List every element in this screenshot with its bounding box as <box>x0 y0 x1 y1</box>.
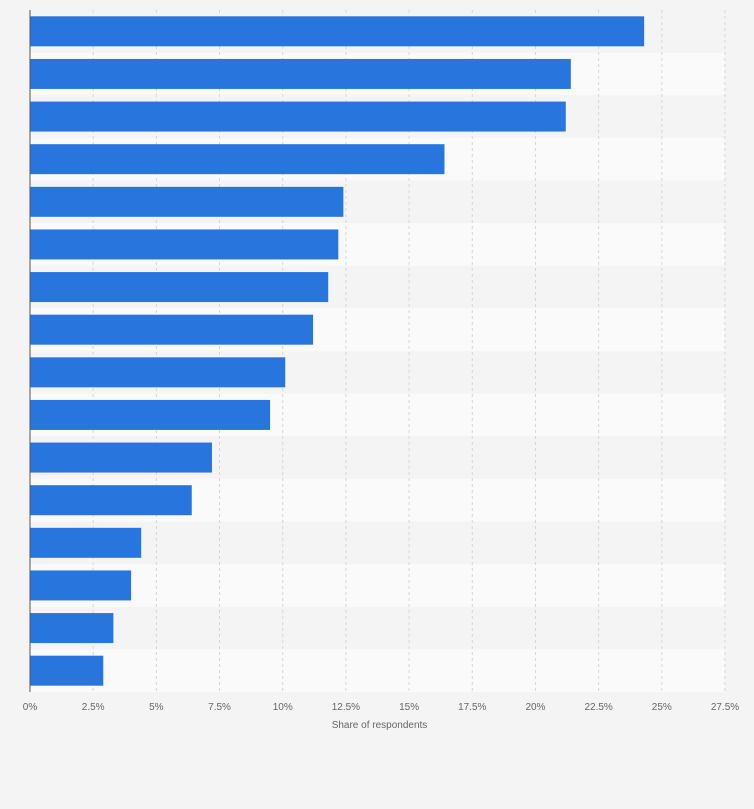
row-band <box>30 564 725 607</box>
x-tick-label: 17.5% <box>458 702 486 713</box>
x-tick-label: 5% <box>149 702 164 713</box>
bar[interactable] <box>30 16 645 47</box>
bar[interactable] <box>30 101 566 132</box>
bar[interactable] <box>30 186 344 217</box>
x-tick-label: 15% <box>399 702 419 713</box>
bar[interactable] <box>30 357 286 388</box>
row-band <box>30 521 725 565</box>
bar[interactable] <box>30 485 192 516</box>
x-tick-label: 0% <box>23 702 38 713</box>
x-tick-label: 25% <box>652 702 672 713</box>
bar[interactable] <box>30 314 314 345</box>
x-axis-title: Share of respondents <box>332 720 428 731</box>
bar[interactable] <box>30 570 132 601</box>
x-tick-label: 12.5% <box>332 702 360 713</box>
x-tick-label: 20% <box>525 702 545 713</box>
bars <box>30 16 645 686</box>
row-band <box>30 649 725 692</box>
row-band <box>30 606 725 650</box>
x-axis-ticks: 0% 2.5% 5% 7.5% 10% 12.5% 15% 17.5% 20% 22.5% 25% 2… <box>23 702 740 713</box>
x-tick-label: 27.5% <box>711 702 739 713</box>
bar[interactable] <box>30 442 212 473</box>
bar[interactable] <box>30 399 271 430</box>
bar[interactable] <box>30 58 571 89</box>
x-tick-label: 2.5% <box>82 702 105 713</box>
bar[interactable] <box>30 272 329 303</box>
bar[interactable] <box>30 229 339 260</box>
bar[interactable] <box>30 655 104 686</box>
bar[interactable] <box>30 613 114 644</box>
x-tick-label: 7.5% <box>208 702 231 713</box>
x-tick-label: 10% <box>273 702 293 713</box>
bar[interactable] <box>30 527 142 558</box>
bar[interactable] <box>30 144 445 175</box>
x-tick-label: 22.5% <box>584 702 612 713</box>
